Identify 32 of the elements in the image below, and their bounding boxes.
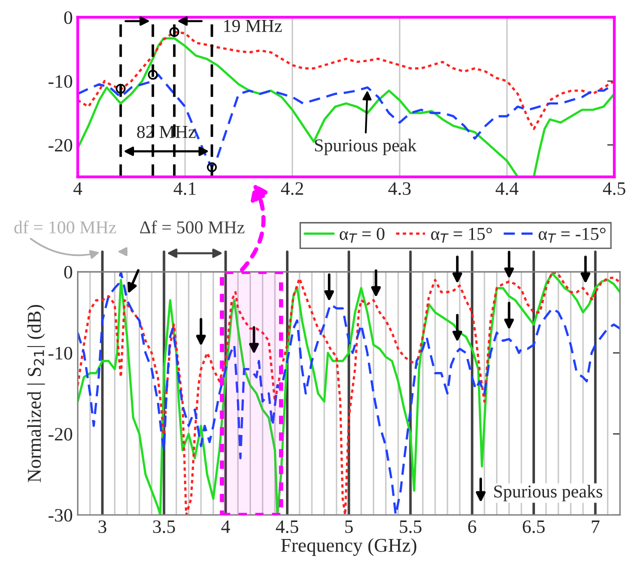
x-tick-label: 5.5 <box>400 520 422 534</box>
x-tick-label: 4 <box>73 182 82 195</box>
x-axis-title: Frequency (GHz) <box>281 538 416 556</box>
y-tick-label: -20 <box>48 428 72 441</box>
annotation: Spurious peaks <box>494 484 602 502</box>
x-tick-label: 7 <box>592 520 600 533</box>
x-tick-label: 4.1 <box>174 182 196 195</box>
y-tick-label: 0 <box>64 11 72 24</box>
y-tick-label: -20 <box>48 138 72 152</box>
x-tick-label: 4 <box>221 520 230 533</box>
x-tick-label: 4.2 <box>281 182 304 195</box>
y-tick-label: -30 <box>48 508 72 522</box>
x-tick-label: 4.3 <box>388 182 411 195</box>
x-tick-label: 3.5 <box>153 520 175 534</box>
y-tick-label: -10 <box>48 346 72 360</box>
text: Δf = 500 MHz <box>140 220 244 234</box>
x-tick-label: 6.5 <box>522 520 545 534</box>
x-tick-label: 3 <box>98 520 106 533</box>
legend-label: α$_{T}$ = 15° <box>431 228 492 243</box>
annotation: 19 MHz <box>224 20 282 32</box>
x-tick-label: 4.4 <box>496 182 518 195</box>
x-tick-label: 4.5 <box>602 182 626 195</box>
x-tick-label: 4.5 <box>276 520 298 534</box>
y-tick-label: 0 <box>64 266 72 279</box>
text: df = 100 MHz <box>14 220 116 234</box>
annotation: Spurious peak <box>315 138 417 156</box>
x-tick-label: 5 <box>345 520 353 533</box>
legend-label: α$_{T}$ = 0 <box>340 228 384 243</box>
y-tick-label: -10 <box>48 75 72 88</box>
y-axis-title: Normalized | S$_{21}$| (dB) <box>27 304 45 482</box>
x-tick-label: 6 <box>468 520 476 533</box>
legend-label: α$_{T}$ = -15° <box>538 228 606 243</box>
